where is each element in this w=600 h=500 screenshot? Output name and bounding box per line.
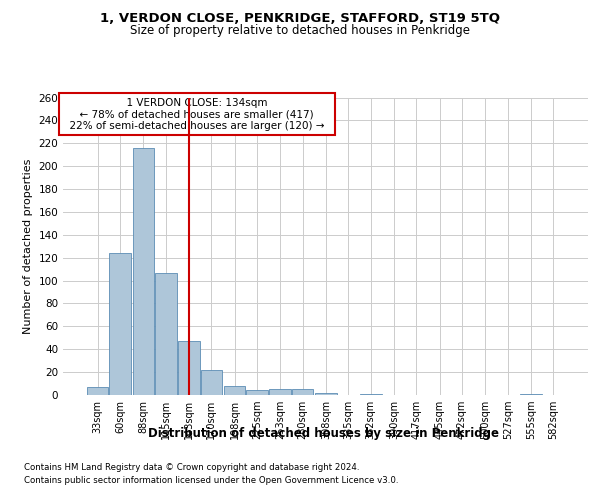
Text: 1, VERDON CLOSE, PENKRIDGE, STAFFORD, ST19 5TQ: 1, VERDON CLOSE, PENKRIDGE, STAFFORD, ST… (100, 12, 500, 26)
Bar (133, 148, 154, 395)
Bar (109, 253, 131, 395)
Bar (155, 272, 176, 395)
Bar (292, 390, 313, 395)
Bar (200, 370, 222, 395)
Bar (315, 392, 337, 395)
Bar (178, 341, 200, 395)
Y-axis label: Number of detached properties: Number of detached properties (23, 158, 33, 334)
Bar (520, 394, 542, 395)
Bar (246, 390, 268, 395)
Text: Contains public sector information licensed under the Open Government Licence v3: Contains public sector information licen… (24, 476, 398, 485)
Text: Distribution of detached houses by size in Penkridge: Distribution of detached houses by size … (149, 428, 499, 440)
Text: Contains HM Land Registry data © Crown copyright and database right 2024.: Contains HM Land Registry data © Crown c… (24, 462, 359, 471)
Bar (224, 386, 245, 395)
Text: Size of property relative to detached houses in Penkridge: Size of property relative to detached ho… (130, 24, 470, 37)
Bar (360, 394, 382, 395)
Text: 1 VERDON CLOSE: 134sqm  
  ← 78% of detached houses are smaller (417)  
  22% of: 1 VERDON CLOSE: 134sqm ← 78% of detached… (63, 98, 331, 130)
Bar (87, 387, 109, 395)
Bar (269, 390, 291, 395)
